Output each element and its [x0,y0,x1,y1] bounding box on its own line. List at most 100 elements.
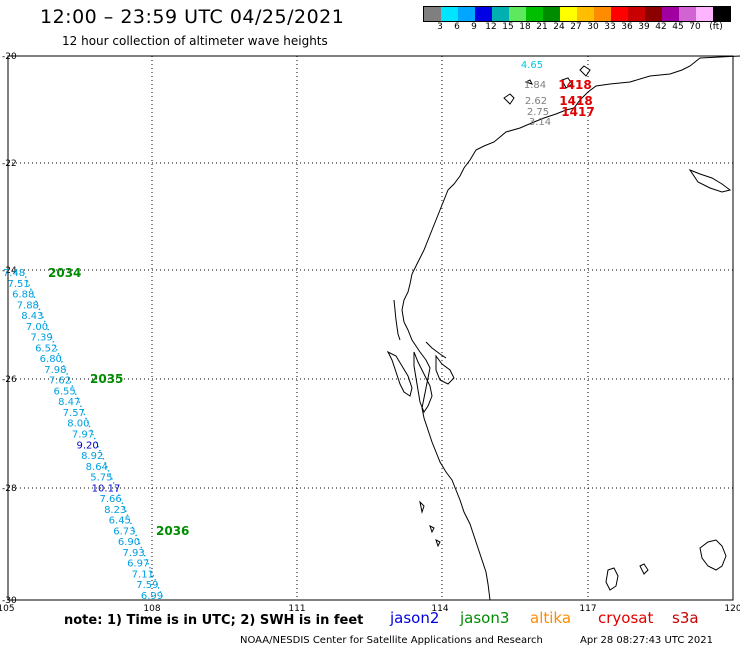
latitude-label: -24 [2,266,17,276]
track-dot [154,579,156,581]
satellite-legend-cryosat: cryosat [598,609,654,627]
track-dot [28,284,30,286]
wave-height-value: 8.92 [81,451,103,462]
track-dot [156,583,158,585]
map-frame [7,55,734,601]
track-dot [74,393,77,395]
legend-swatch [509,7,526,21]
track-dot [73,389,75,391]
wave-height-value: 7.98 [44,365,66,376]
track-dot [107,470,110,472]
track-dot [66,373,68,375]
track-dot [52,340,55,343]
track-dot [142,550,144,553]
track-dot [26,280,29,282]
legend-swatch [475,7,492,21]
wave-height-value: 7.39 [30,333,52,344]
track-dot [143,554,146,557]
longitude-label: 105 [0,604,15,614]
track-dot [128,518,131,521]
legend-label: 3 [437,22,443,32]
longitude-label: 120 [724,604,740,614]
legend-swatch [662,7,679,21]
wave-height-value: 8.23 [104,505,126,516]
legend-label: 6 [454,22,460,32]
track-dot [68,377,70,379]
track-dot [45,324,48,327]
track-dot [97,445,99,448]
latitude-label: -26 [2,375,17,385]
legend-label: (ft) [709,22,723,32]
satellite-legend-jason3: jason3 [460,609,510,627]
legend-swatch [424,7,441,21]
units-note: note: 1) Time is in UTC; 2) SWH is in fe… [64,613,364,628]
latitude-label: -20 [2,52,17,62]
track-dot [80,405,82,408]
wave-height-value: 7.88 [17,300,39,311]
track-dot [150,570,153,573]
wave-height-value: 2.75 [527,107,549,118]
track-dot [119,498,122,500]
track-dot [38,308,41,311]
wave-height-value: 6.52 [35,343,57,354]
track-dot [69,381,72,383]
track-dot [55,348,58,351]
wave-height-value: 7.66 [99,494,121,505]
track-dot [57,352,60,355]
track-dot [135,534,137,537]
track-dot [145,558,148,561]
satellite-legend-jason2: jason2 [390,609,440,627]
pass-time-label: 2036 [156,524,189,538]
wave-height-value: 6.99 [141,591,163,602]
track-dot [116,490,118,492]
track-dot [42,316,44,319]
track-dot [37,304,39,307]
track-dot [111,478,113,480]
legend-swatch [492,7,509,21]
legend-label: 9 [471,22,477,32]
wave-height-value: 2.62 [525,96,547,107]
wave-height-value: 7.97 [72,430,94,441]
track-dot [30,288,32,290]
wave-height-value: 6.45 [109,516,131,527]
track-dot [43,320,46,323]
legend-label: 21 [536,22,548,32]
track-dot [106,466,108,468]
wave-height-value: 4.65 [521,60,543,71]
wave-height-value: 7.00 [26,322,48,333]
legend-label: 70 [689,22,701,32]
wave-height-value: 6.97 [127,559,149,570]
legend-label: 18 [519,22,531,32]
track-dot [130,522,132,525]
wave-height-value: 6.55 [53,386,75,397]
legend-swatch [577,7,594,21]
wave-height-value: 5.75 [90,473,112,484]
track-dot [95,441,98,444]
wave-height-value: 9.20 [76,440,98,451]
legend-label: 30 [587,22,599,32]
track-dot [62,365,65,367]
wave-height-value: 7.59 [136,580,158,591]
legend-swatch [628,7,645,21]
track-dot [100,453,103,456]
track-dot [87,421,89,424]
track-dot [90,429,93,432]
legend-label: 39 [638,22,650,32]
legend-swatch [543,7,560,21]
wave-height-value: 7.51 [7,279,29,290]
track-dot [33,296,36,299]
track-dot [81,409,84,412]
wave-height-value: 6.73 [113,526,135,537]
credit-line: NOAA/NESDIS Center for Satellite Applica… [240,635,543,646]
legend-swatch [594,7,611,21]
track-dot [23,272,25,274]
legend-swatch [696,7,713,21]
track-dot [61,361,63,363]
pass-time-label: 2035 [90,372,123,386]
legend-label: 12 [485,22,497,32]
legend-label: 24 [553,22,565,32]
latitude-label: -30 [2,596,17,606]
wave-height-value: 7.57 [63,408,85,419]
track-dot [126,514,129,517]
